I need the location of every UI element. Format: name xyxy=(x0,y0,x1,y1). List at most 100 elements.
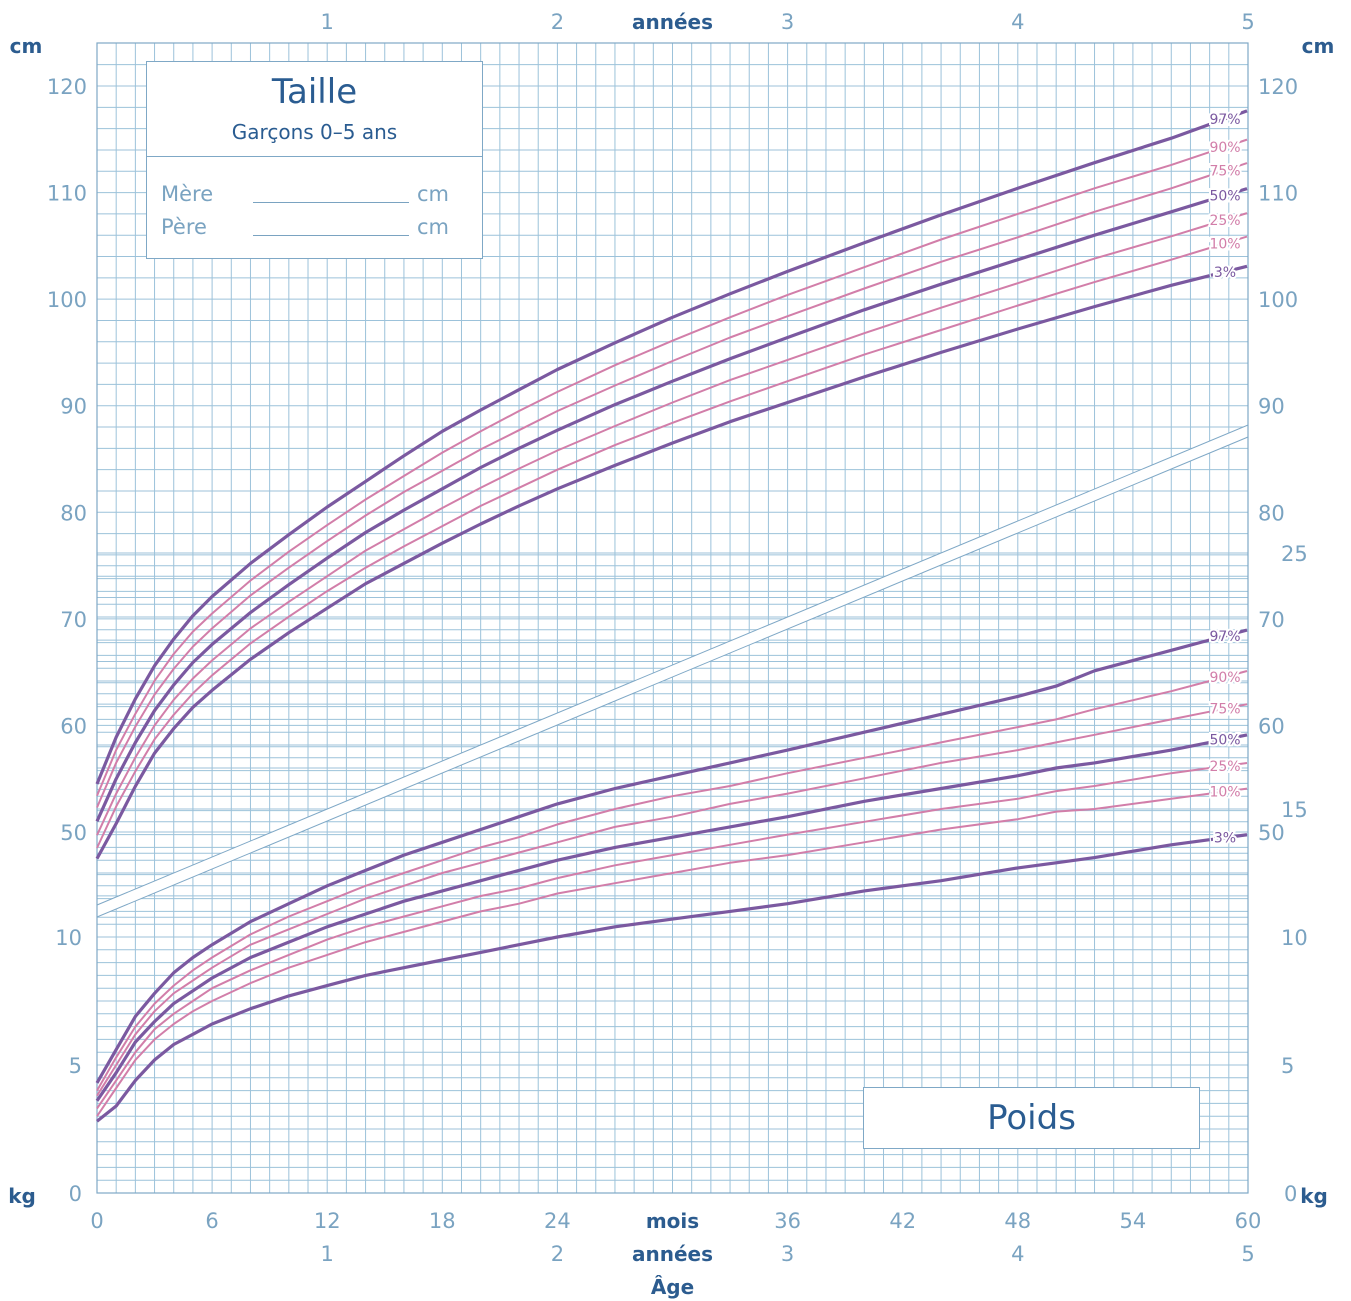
poids-title: Poids xyxy=(987,1098,1076,1138)
height-curve-75p xyxy=(96,174,1210,808)
height-unit-left: cm xyxy=(10,34,43,58)
weight-label-50p: 50% xyxy=(1209,732,1240,748)
month-tick: 0 xyxy=(90,1209,103,1233)
chart-grid xyxy=(96,42,1249,1194)
weight-curve-10p xyxy=(96,792,1210,1117)
chart-frame xyxy=(96,42,1249,1194)
year-tick-top: 4 xyxy=(1011,10,1024,34)
weight-tick-right-zero: 0 xyxy=(1284,1182,1297,1206)
height-tick-right: 110 xyxy=(1258,182,1298,206)
height-curve-90p xyxy=(96,151,1210,797)
year-tick-top: 1 xyxy=(321,10,334,34)
weight-curve-tail xyxy=(1210,833,1248,842)
month-tick: 12 xyxy=(314,1209,341,1233)
height-label-97p: 97% xyxy=(1209,112,1240,128)
height-tick-right: 80 xyxy=(1258,501,1285,525)
weight-unit-left: kg xyxy=(8,1184,36,1208)
weight-unit-right: kg xyxy=(1300,1184,1328,1208)
father-label: Père xyxy=(161,215,207,239)
height-curve-tail xyxy=(1210,162,1248,177)
years-label-top: années xyxy=(632,10,713,34)
height-tick-right: 70 xyxy=(1258,608,1285,632)
year-tick-bottom: 4 xyxy=(1011,1242,1024,1266)
weight-tick-right: 25 xyxy=(1281,542,1308,566)
year-tick-bottom: 5 xyxy=(1241,1242,1254,1266)
taille-divider xyxy=(147,156,482,157)
weight-curve-25p xyxy=(96,767,1210,1110)
height-curve-tail xyxy=(1210,187,1248,202)
height-tick-right: 120 xyxy=(1258,75,1298,99)
weight-curve-tail xyxy=(1210,670,1248,682)
month-tick: 60 xyxy=(1235,1209,1262,1233)
weight-label-25p: 25% xyxy=(1209,759,1240,775)
height-curve-50p xyxy=(95,198,1211,822)
weight-curve-tail xyxy=(1210,628,1248,642)
mother-height-row: Mère cm xyxy=(161,182,461,208)
weight-tick-left-zero: 0 xyxy=(69,1182,82,1206)
month-tick: 36 xyxy=(774,1209,801,1233)
weight-curve-tail xyxy=(1210,762,1248,769)
mother-height-field[interactable] xyxy=(253,202,409,203)
weight-tick-right: 10 xyxy=(1281,926,1308,950)
percentile-curves: 97% 90% 75% 50% 25% 10% 3% 97% 90% 75% 50% 25% 10% 3% xyxy=(95,109,1248,1123)
age-axis-title: Âge xyxy=(651,1275,694,1299)
height-curve-25p xyxy=(96,223,1210,836)
weight-curve-tail xyxy=(1210,787,1248,795)
weight-curve-tail xyxy=(1210,733,1248,744)
year-tick-top: 3 xyxy=(781,10,794,34)
weight-tick-right: 15 xyxy=(1281,798,1308,822)
height-curve-tail xyxy=(1210,264,1248,277)
weight-tick-right: 5 xyxy=(1281,1054,1294,1078)
father-unit: cm xyxy=(417,215,450,239)
height-curve-3p xyxy=(95,274,1210,860)
father-height-field[interactable] xyxy=(253,235,409,236)
height-curve-97p xyxy=(95,122,1211,785)
height-tick-left: 60 xyxy=(60,714,87,738)
mother-label: Mère xyxy=(161,182,214,206)
height-tick-right: 50 xyxy=(1258,821,1285,845)
weight-label-75p: 75% xyxy=(1209,702,1240,718)
months-label-bottom: mois xyxy=(646,1209,699,1233)
height-tick-left: 50 xyxy=(60,821,87,845)
father-height-row: Père cm xyxy=(161,215,461,241)
height-tick-left: 120 xyxy=(47,75,87,99)
taille-title: Taille xyxy=(271,72,358,112)
month-tick: 6 xyxy=(205,1209,218,1233)
month-tick: 54 xyxy=(1120,1209,1147,1233)
mother-unit: cm xyxy=(417,182,450,206)
weight-tick-left: 10 xyxy=(55,926,82,950)
height-curve-tail xyxy=(1210,109,1248,126)
year-tick-bottom: 3 xyxy=(781,1242,794,1266)
year-tick-bottom: 2 xyxy=(551,1242,564,1266)
month-tick: 42 xyxy=(889,1209,916,1233)
height-label-10p: 10% xyxy=(1209,236,1240,252)
height-label-25p: 25% xyxy=(1209,213,1240,229)
year-tick-top: 2 xyxy=(551,10,564,34)
height-tick-right: 100 xyxy=(1258,288,1298,312)
weight-tick-left: 5 xyxy=(69,1054,82,1078)
month-tick: 18 xyxy=(429,1209,456,1233)
height-tick-left: 80 xyxy=(60,501,87,525)
taille-subtitle: Garçons 0–5 ans xyxy=(231,120,398,144)
height-tick-left: 90 xyxy=(60,395,87,419)
year-tick-top: 5 xyxy=(1241,10,1254,34)
weight-curve-90p xyxy=(96,680,1210,1092)
height-tick-left: 100 xyxy=(47,288,87,312)
month-tick: 48 xyxy=(1004,1209,1031,1233)
height-tick-right: 90 xyxy=(1258,395,1285,419)
height-curve-tail xyxy=(1210,138,1248,153)
height-label-75p: 75% xyxy=(1209,163,1240,179)
height-label-90p: 90% xyxy=(1209,140,1240,156)
weight-curve-tail xyxy=(1210,703,1248,713)
weight-curve-97p xyxy=(95,638,1211,1084)
height-tick-right: 60 xyxy=(1258,714,1285,738)
month-tick: 24 xyxy=(544,1209,571,1233)
weight-label-3p: 3% xyxy=(1214,831,1236,847)
height-unit-right: cm xyxy=(1302,34,1335,58)
height-label-50p: 50% xyxy=(1209,188,1240,204)
poids-legend-box: Poids xyxy=(863,1087,1200,1149)
height-label-3p: 3% xyxy=(1214,265,1236,281)
height-curve-tail xyxy=(1210,235,1248,249)
